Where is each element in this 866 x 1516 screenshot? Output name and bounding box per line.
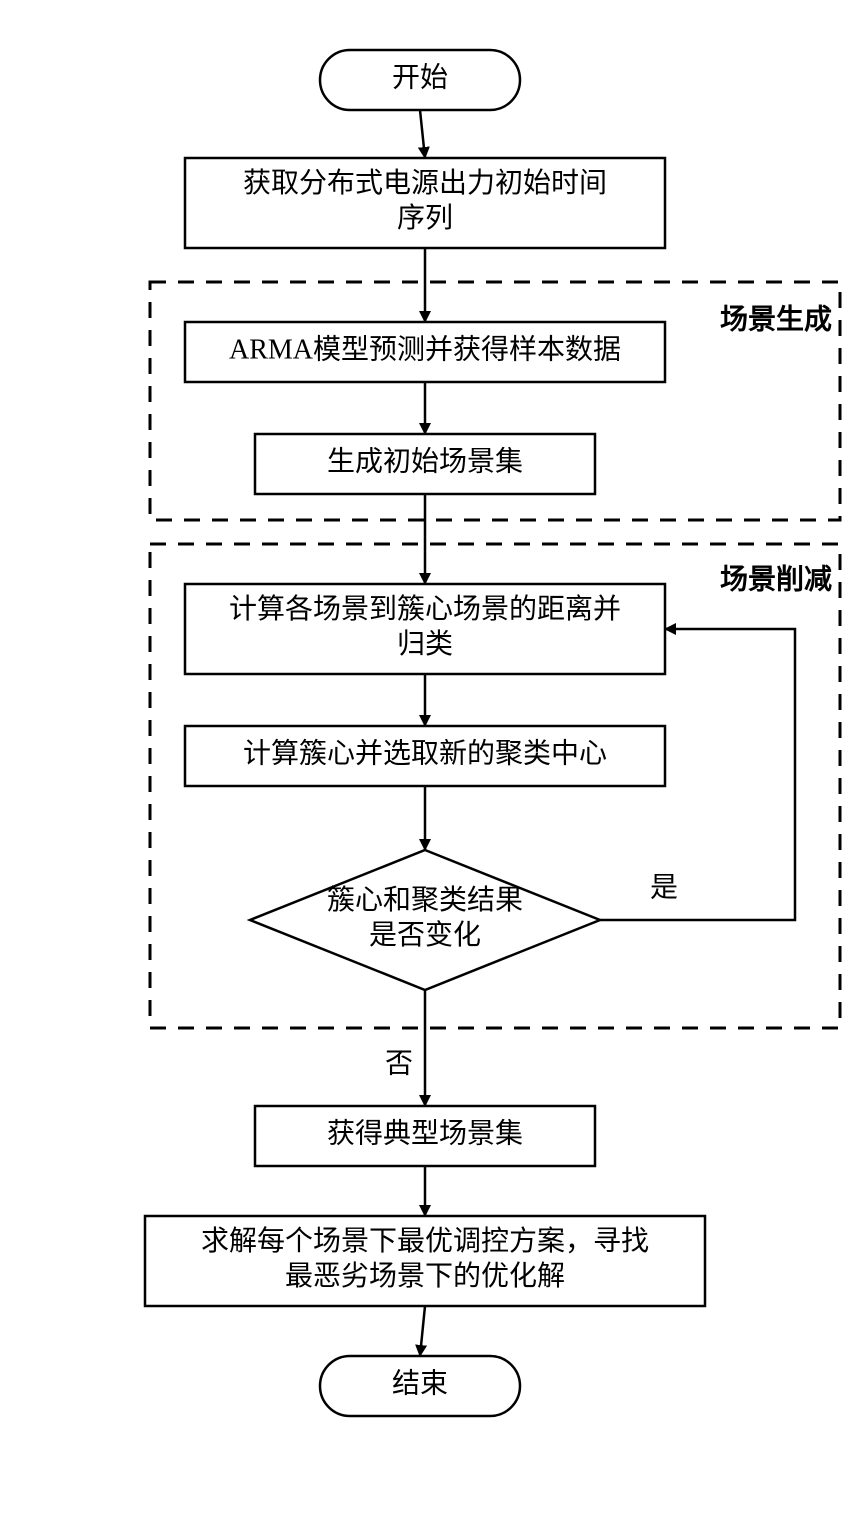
node-label: 计算各场景到簇心场景的距离并 — [229, 593, 621, 625]
node-label: 结束 — [392, 1367, 448, 1399]
node-label: 序列 — [397, 202, 453, 234]
edge-label: 是 — [650, 872, 678, 903]
group-label: 场景削减 — [720, 563, 832, 595]
node-label: ARMA模型预测并获得样本数据 — [229, 333, 621, 365]
node-label: 获取分布式电源出力初始时间 — [243, 167, 607, 199]
group-label: 场景生成 — [720, 303, 832, 335]
edge-label: 否 — [385, 1048, 413, 1079]
flowchart: 场景生成场景削减否 是 开始获取分布式电源出力初始时间序列 ARMA模型预测并获得样本… — [20, 20, 866, 1496]
node-label: 归类 — [397, 628, 453, 660]
node-label: 生成初始场景集 — [327, 445, 523, 477]
node-label: 最恶劣场景下的优化解 — [285, 1260, 565, 1292]
edge — [420, 1306, 425, 1356]
node-label: 求解每个场景下最优调控方案，寻找 — [201, 1225, 649, 1257]
node-label: 获得典型场景集 — [327, 1117, 523, 1149]
node-label: 是否变化 — [369, 919, 481, 951]
node-label: 簇心和聚类结果 — [327, 884, 523, 916]
node-label: 开始 — [392, 61, 448, 93]
edge — [420, 110, 425, 158]
node-label: 计算簇心并选取新的聚类中心 — [243, 737, 607, 769]
